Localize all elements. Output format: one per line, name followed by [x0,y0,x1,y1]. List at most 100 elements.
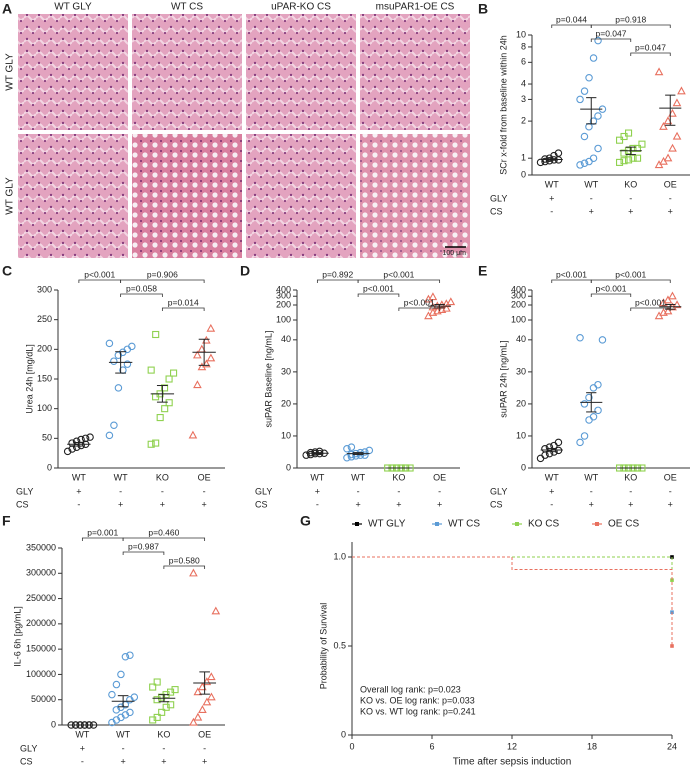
y-axis-title: IL-6 6h [pg/mL] [12,606,22,667]
x-tick-label: 0 [349,741,354,751]
condition-value: + [202,756,207,766]
condition-value: + [80,743,85,753]
condition-value: + [589,499,594,509]
panel-label: F [2,513,11,529]
data-point [672,131,682,140]
data-point [589,54,598,62]
x-tick-label: WT [72,472,86,482]
annotation: KO vs. OE log rank: p=0.033 [360,695,475,705]
y-tick-label: 10 [281,430,291,440]
comparison-bracket [122,537,206,541]
panel-label: G [300,513,311,529]
histology-image [360,14,470,130]
condition-label: GLY [255,486,272,496]
comparison-bracket [78,279,122,283]
data-point [545,156,554,165]
data-point [189,568,198,577]
p-value: p<0.001 [404,297,435,307]
data-point [663,295,673,304]
condition-value: + [549,193,554,203]
y-tick-label: 2 [521,115,526,125]
data-point [86,433,94,441]
p-value: p<0.001 [635,297,666,307]
data-point [668,291,677,300]
condition-value: + [120,756,125,766]
y-tick-label: 400 [276,284,291,294]
panel-label: E [478,263,487,279]
annotation: Overall log rank: p=0.023 [360,684,461,694]
x-tick-label: OE [198,472,211,482]
data-point [112,680,121,689]
condition-value: - [550,206,553,216]
data-point [446,297,456,306]
comparison-bracket [316,279,359,283]
data-point [343,445,351,453]
data-point [123,360,132,368]
comparison-bracket [398,307,441,311]
p-value: p<0.001 [383,269,414,279]
data-point [638,140,646,148]
legend-label: KO CS [528,519,559,530]
column-label: WT CS [171,2,203,13]
data-point [147,366,155,374]
histology-image [18,134,128,258]
data-point [620,149,628,157]
x-tick-label: KO [392,472,405,482]
data-point [554,149,563,157]
y-tick-label: 0 [286,462,291,472]
legend-label: WT CS [448,519,480,530]
data-point [63,447,72,456]
condition-label: CS [20,756,33,766]
x-tick-label: OE [664,179,677,189]
data-point [585,123,593,131]
x-tick-label: 24 [667,741,677,751]
data-point [81,434,90,443]
data-point [629,154,637,162]
condition-value: - [590,193,593,203]
y-tick-label: 0 [341,729,346,739]
condition-value: - [162,743,165,753]
data-point [153,678,161,686]
histology-image [360,134,470,258]
censor-mark [670,644,674,648]
condition-value: + [668,499,673,509]
p-value: p<0.001 [596,283,627,293]
data-point [165,399,173,407]
data-point [361,448,369,456]
comparison-bracket [590,279,671,283]
data-point [153,713,161,721]
x-tick-label: KO [156,472,169,482]
data-point [672,98,682,107]
data-point [663,306,673,315]
condition-value: + [355,499,360,509]
data-point [576,438,584,447]
legend-label: WT GLY [368,519,406,530]
condition-label: CS [490,499,503,509]
x-tick-label: WT [545,472,559,482]
data-point [193,712,203,721]
y-tick-label: 20 [516,398,526,408]
data-point [105,339,114,348]
data-point [193,380,202,389]
data-point [114,384,123,392]
condition-value: + [437,499,442,509]
panel-label: A [2,1,12,17]
x-tick-label: KO [157,729,170,739]
data-point [128,342,136,351]
column-label: msuPAR1-OE CS [376,2,455,13]
p-value: p=0.047 [635,42,666,52]
y-tick-label: 200000 [26,618,56,628]
p-value: p=0.047 [596,28,627,38]
y-tick-label: 300 [276,291,291,301]
condition-value: - [629,486,632,496]
condition-value: - [122,743,125,753]
comparison-bracket [551,24,592,28]
data-point [633,144,642,152]
condition-value: + [668,206,673,216]
y-tick-label: 0 [51,719,56,729]
p-value: p<0.001 [363,283,394,293]
condition-value: - [438,486,441,496]
y-tick-label: 350000 [26,542,56,552]
data-point [615,158,624,166]
y-tick-label: 3 [521,94,526,104]
